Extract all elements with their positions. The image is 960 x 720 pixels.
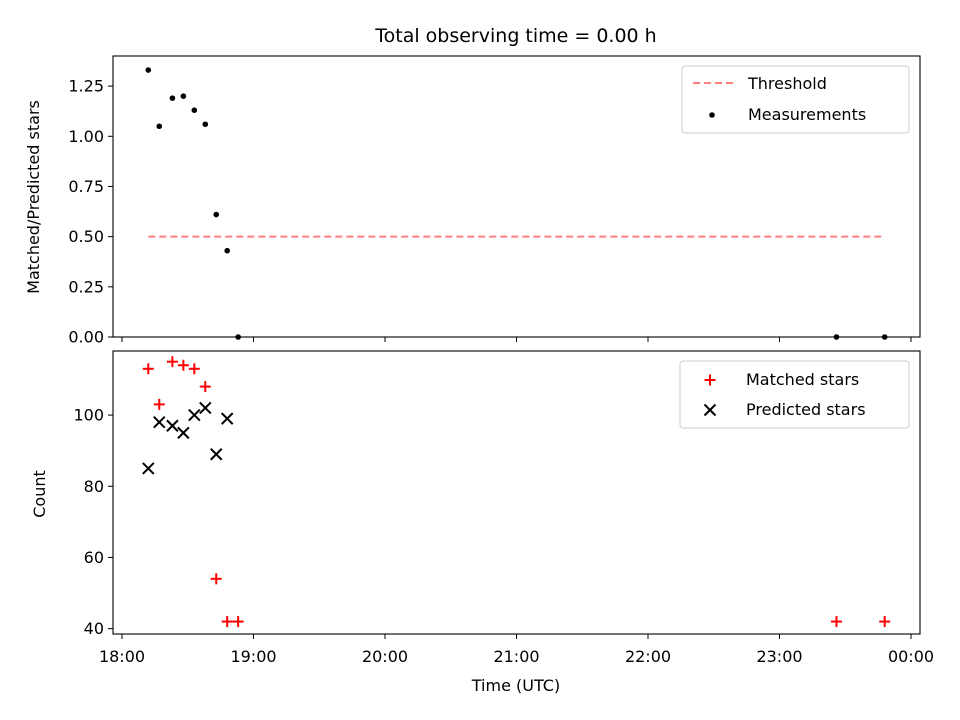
x-axis-label: Time (UTC) — [471, 676, 560, 695]
bottom-plot-area — [142, 356, 891, 628]
top-chart-title: Total observing time = 0.00 h — [374, 25, 656, 47]
legend-measurements-swatch — [709, 112, 715, 118]
y-tick-label: 1.25 — [68, 77, 104, 96]
measurement-point — [224, 247, 230, 254]
series-measurements — [145, 67, 888, 340]
top-legend: Threshold Measurements — [681, 65, 910, 134]
x-stroke-b — [220, 412, 234, 425]
matched-star-point — [166, 356, 178, 368]
measurement-point — [191, 107, 198, 113]
top-y-axis-label: Matched/Predicted stars — [24, 100, 43, 294]
y-tick-label: 0.25 — [68, 277, 104, 296]
bottom-y-axis-label: Count — [30, 470, 49, 518]
legend-matched-label: Matched stars — [746, 370, 859, 389]
y-tick-label: 0.75 — [68, 177, 104, 196]
predicted-star-point — [220, 412, 234, 425]
x-stroke-b — [153, 415, 166, 429]
legend-threshold-label: Threshold — [747, 74, 827, 93]
measurement-point — [169, 95, 176, 101]
measurement-point — [156, 123, 163, 130]
predicted-star-point — [153, 415, 166, 429]
y-tick-label: 60 — [84, 548, 104, 567]
legend-matched-swatch — [704, 374, 716, 386]
x-tick-label: 00:00 — [888, 647, 934, 666]
legend-predicted-label: Predicted stars — [746, 400, 866, 419]
series-matched-stars — [142, 356, 891, 628]
measurement-point — [202, 121, 209, 128]
y-tick-label: 80 — [84, 477, 104, 496]
x-stroke-b — [177, 426, 190, 440]
x-stroke-b — [210, 448, 223, 461]
x-tick-label: 18:00 — [99, 647, 145, 666]
y-tick-label: 0.00 — [68, 328, 104, 347]
y-tick-label: 100 — [73, 406, 104, 425]
matched-star-point — [142, 363, 154, 375]
x-stroke-b — [703, 403, 717, 417]
x-stroke-b — [166, 419, 179, 432]
matched-star-point — [232, 616, 244, 628]
predicted-star-point — [210, 448, 223, 461]
x-tick-label: 23:00 — [756, 647, 802, 666]
matched-star-point — [177, 359, 189, 371]
x-tick-label: 22:00 — [625, 647, 671, 666]
bottom-panel: 40 60 80 100 18:00 19:00 20:00 21:00 22:00 23:00 0… — [73, 350, 934, 666]
predicted-star-point — [166, 419, 179, 432]
top-panel: 0.00 0.25 0.50 0.75 1.00 1.25 Threshold Measure… — [68, 55, 921, 347]
x-stroke-b — [188, 408, 201, 422]
matched-star-point — [153, 398, 165, 410]
top-plot-area — [145, 67, 888, 340]
x-stroke-b — [199, 401, 212, 415]
matched-star-point — [221, 616, 233, 628]
matched-star-point — [830, 616, 842, 628]
top-legend-box — [681, 65, 910, 134]
legend-predicted-swatch — [703, 403, 717, 417]
x-tick-label: 21:00 — [493, 647, 539, 666]
matched-star-point — [199, 381, 211, 393]
x-tick-label: 19:00 — [230, 647, 276, 666]
series-predicted-stars — [142, 401, 234, 475]
legend-measurements-label: Measurements — [748, 105, 866, 124]
bottom-legend: Matched stars Predicted stars — [679, 360, 910, 429]
predicted-star-point — [142, 462, 155, 475]
x-stroke-b — [142, 462, 155, 475]
measurement-point — [145, 67, 152, 73]
bottom-legend-box — [679, 360, 910, 429]
predicted-star-point — [177, 426, 190, 440]
y-tick-label: 1.00 — [68, 127, 104, 146]
predicted-star-point — [199, 401, 212, 415]
measurement-point — [213, 211, 220, 218]
matched-star-point — [210, 573, 222, 585]
matched-star-point — [879, 616, 891, 628]
x-tick-label: 20:00 — [362, 647, 408, 666]
matched-star-point — [188, 363, 200, 375]
y-tick-label: 0.50 — [68, 227, 104, 246]
y-tick-label: 40 — [84, 619, 104, 638]
predicted-star-point — [188, 408, 201, 422]
measurement-point — [180, 93, 187, 99]
